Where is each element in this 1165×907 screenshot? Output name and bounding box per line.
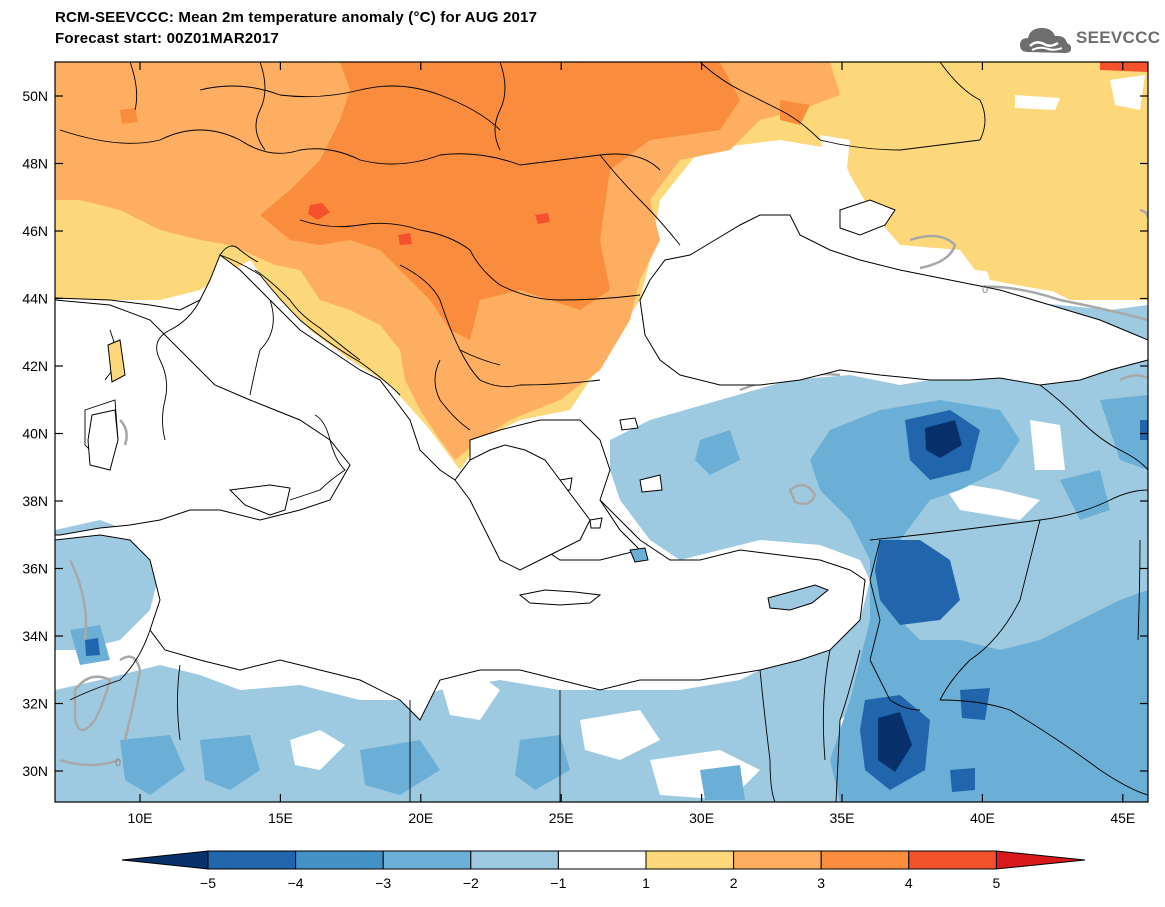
colorbar-tick-label: −4 bbox=[288, 875, 304, 891]
country-borders bbox=[55, 62, 1148, 802]
lon-label: 15E bbox=[268, 810, 293, 826]
cool-spot-1 bbox=[925, 420, 962, 458]
lon-label: 20E bbox=[408, 810, 433, 826]
latitude-labels: 50N 48N 46N 44N 42N 40N 38N 36N 34N 32N 30N bbox=[22, 88, 48, 779]
colorbar-tick-label: 1 bbox=[642, 875, 650, 891]
colorbar-segment bbox=[733, 850, 822, 870]
warm-spot-2 bbox=[535, 213, 550, 224]
colorbar-segment bbox=[820, 850, 910, 870]
lon-label: 10E bbox=[128, 810, 153, 826]
lon-label: 30E bbox=[689, 810, 714, 826]
colorbar-tick-label: 3 bbox=[817, 875, 825, 891]
colorbar-tick-label: 4 bbox=[905, 875, 913, 891]
lat-label: 44N bbox=[22, 291, 48, 307]
cool-spot-2 bbox=[878, 712, 912, 772]
lon-label: 35E bbox=[830, 810, 855, 826]
greece-coast bbox=[454, 444, 591, 571]
lon-label: 25E bbox=[549, 810, 574, 826]
map-title: RCM-SEEVCCC: Mean 2m temperature anomaly… bbox=[55, 9, 538, 26]
lat-label: 36N bbox=[22, 561, 48, 577]
mediterranean-sea bbox=[55, 254, 866, 721]
lon-label: 40E bbox=[970, 810, 995, 826]
lat-label: 32N bbox=[22, 696, 48, 712]
colorbar-tick-label: −5 bbox=[200, 875, 216, 891]
colorbar-arrow-high bbox=[995, 850, 1086, 870]
sicily bbox=[228, 484, 291, 516]
latitude-ticks bbox=[55, 95, 1148, 772]
colorbar-tick-label: −1 bbox=[550, 875, 566, 891]
longitude-ticks bbox=[139, 62, 1124, 802]
black-sea bbox=[639, 214, 1148, 386]
logo-text: SEEVCCC bbox=[1076, 28, 1161, 47]
warm-zone-1b bbox=[980, 200, 1148, 300]
lat-label: 50N bbox=[22, 88, 48, 104]
warm-spot-3 bbox=[398, 233, 412, 245]
lat-label: 30N bbox=[22, 763, 48, 779]
lat-label: 48N bbox=[22, 156, 48, 172]
corsica bbox=[107, 339, 126, 383]
colorbar-tick-label: 5 bbox=[993, 875, 1001, 891]
sardinia bbox=[87, 409, 119, 471]
colorbar-segment bbox=[382, 850, 472, 870]
lat-label: 46N bbox=[22, 223, 48, 239]
islands bbox=[87, 339, 829, 611]
lat-label: 34N bbox=[22, 628, 48, 644]
colorbar-segment bbox=[470, 850, 559, 870]
colorbar-tick-label: −3 bbox=[375, 875, 391, 891]
colorbar-segment bbox=[295, 850, 384, 870]
colorbar-segment bbox=[557, 850, 647, 870]
warm-spot-1 bbox=[308, 203, 330, 220]
colorbar-tick-label: −2 bbox=[463, 875, 479, 891]
anomaly-field bbox=[55, 62, 1148, 802]
map-frame bbox=[54, 61, 1149, 803]
colorbar-segment bbox=[207, 850, 297, 870]
cool-zone-3 bbox=[875, 540, 960, 625]
colorbar-segment bbox=[908, 850, 997, 870]
forecast-start-label: Forecast start: 00Z01MAR2017 bbox=[55, 30, 280, 47]
colorbar: −5 −4 −3 −2 −1 1 2 3 4 5 bbox=[121, 850, 1086, 891]
cloud-icon bbox=[1020, 28, 1072, 53]
colorbar-tick-label: 2 bbox=[730, 875, 738, 891]
longitude-labels: 10E 15E 20E 25E 30E 35E 40E 45E bbox=[128, 810, 1136, 826]
sea-areas bbox=[55, 199, 1148, 721]
cyprus bbox=[767, 584, 829, 611]
lon-label: 45E bbox=[1110, 810, 1135, 826]
lat-label: 38N bbox=[22, 493, 48, 509]
contour-label: 0 bbox=[115, 757, 121, 769]
warm-zone-3 bbox=[260, 62, 740, 340]
lat-label: 40N bbox=[22, 426, 48, 442]
colorbar-arrow-low bbox=[121, 850, 209, 870]
lat-label: 42N bbox=[22, 358, 48, 374]
crete bbox=[518, 589, 602, 606]
contour-label: 0 bbox=[982, 284, 988, 296]
seevccc-logo: SEEVCCC bbox=[1018, 22, 1160, 58]
colorbar-segment bbox=[645, 850, 735, 870]
